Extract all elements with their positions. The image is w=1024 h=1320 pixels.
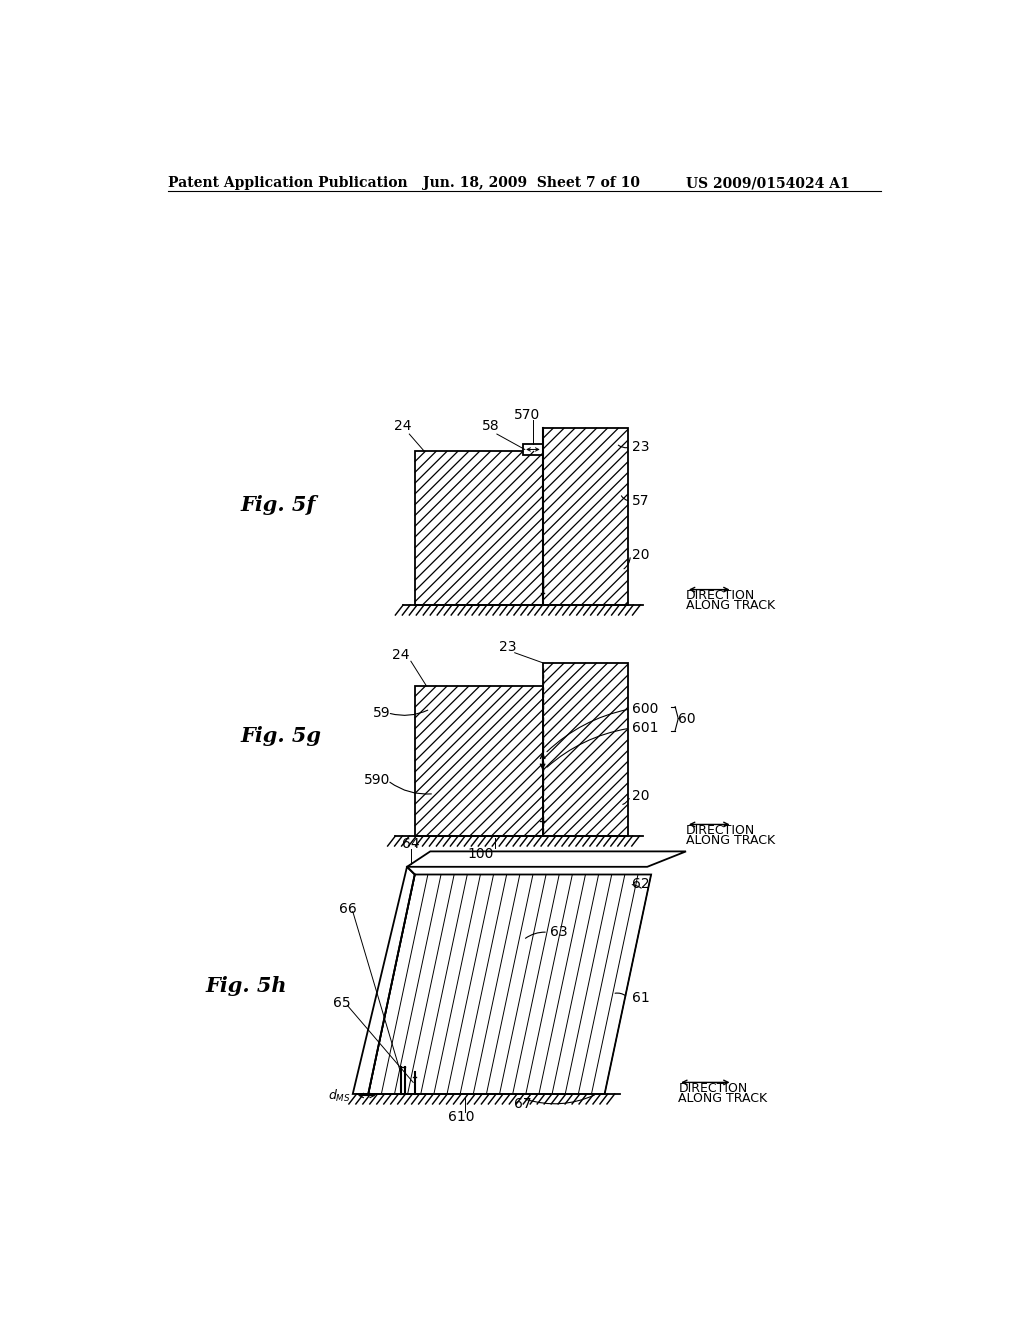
Text: Fig. 5f: Fig. 5f [241,495,315,515]
Text: 601: 601 [632,721,658,735]
Text: ALONG TRACK: ALONG TRACK [678,1092,767,1105]
Text: US 2009/0154024 A1: US 2009/0154024 A1 [686,176,850,190]
Text: 65: 65 [334,997,351,1010]
Text: Fig. 5h: Fig. 5h [206,977,287,997]
Text: 58: 58 [482,420,500,433]
Polygon shape [407,851,686,867]
Polygon shape [369,875,651,1094]
Text: Fig. 5g: Fig. 5g [241,726,322,746]
Text: 64: 64 [401,837,419,850]
Text: 67: 67 [514,1097,532,1111]
Text: ALONG TRACK: ALONG TRACK [686,599,775,612]
Text: 24: 24 [392,648,410,661]
Text: 600: 600 [632,702,658,715]
Text: $d_{MS}$: $d_{MS}$ [328,1088,350,1104]
Text: 61: 61 [632,990,649,1005]
Text: 59: 59 [373,706,390,719]
Text: 63: 63 [550,925,568,939]
Text: 23: 23 [499,640,516,655]
Text: 100: 100 [467,846,494,861]
Text: ALONG TRACK: ALONG TRACK [686,834,775,846]
Text: Patent Application Publication: Patent Application Publication [168,176,408,190]
Text: 57: 57 [632,494,649,508]
Text: 590: 590 [365,774,391,788]
Text: 20: 20 [632,548,649,562]
Text: 20: 20 [632,789,649,803]
Text: Jun. 18, 2009  Sheet 7 of 10: Jun. 18, 2009 Sheet 7 of 10 [423,176,640,190]
Text: 66: 66 [339,902,356,916]
Text: 23: 23 [632,440,649,454]
Text: 62: 62 [632,878,649,891]
Text: DIRECTION: DIRECTION [678,1081,748,1094]
Text: DIRECTION: DIRECTION [686,824,756,837]
Text: 570: 570 [514,408,541,421]
Text: 610: 610 [449,1110,474,1123]
Text: 60: 60 [678,711,696,726]
Polygon shape [352,867,415,1094]
Text: DIRECTION: DIRECTION [686,589,756,602]
Bar [523,444,543,455]
Text: 24: 24 [394,420,412,433]
